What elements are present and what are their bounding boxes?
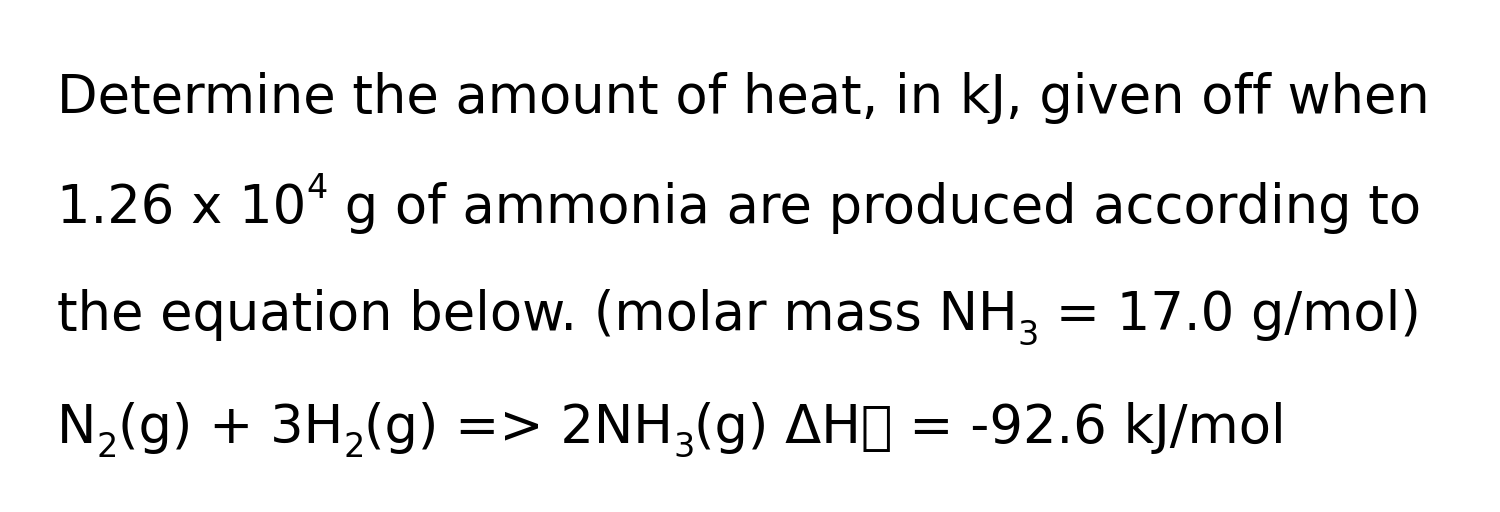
Text: = 17.0 g/mol): = 17.0 g/mol) [1040,289,1420,341]
Text: the equation below. (molar mass NH: the equation below. (molar mass NH [57,289,1017,341]
Text: Determine the amount of heat, in kJ, given off when: Determine the amount of heat, in kJ, giv… [57,72,1430,123]
Text: 2: 2 [344,431,364,464]
Text: 3: 3 [674,431,694,464]
Text: 4: 4 [306,172,327,205]
Text: 3: 3 [1017,318,1040,352]
Text: 2: 2 [96,431,117,464]
Text: (g) + 3H: (g) + 3H [117,402,344,454]
Text: g of ammonia are produced according to: g of ammonia are produced according to [327,182,1420,233]
Text: 1.26 x 10: 1.26 x 10 [57,182,306,233]
Text: (g) => 2NH: (g) => 2NH [364,402,674,454]
Text: N: N [57,402,96,454]
Text: (g) ΔH⦻ = -92.6 kJ/mol: (g) ΔH⦻ = -92.6 kJ/mol [694,402,1286,454]
